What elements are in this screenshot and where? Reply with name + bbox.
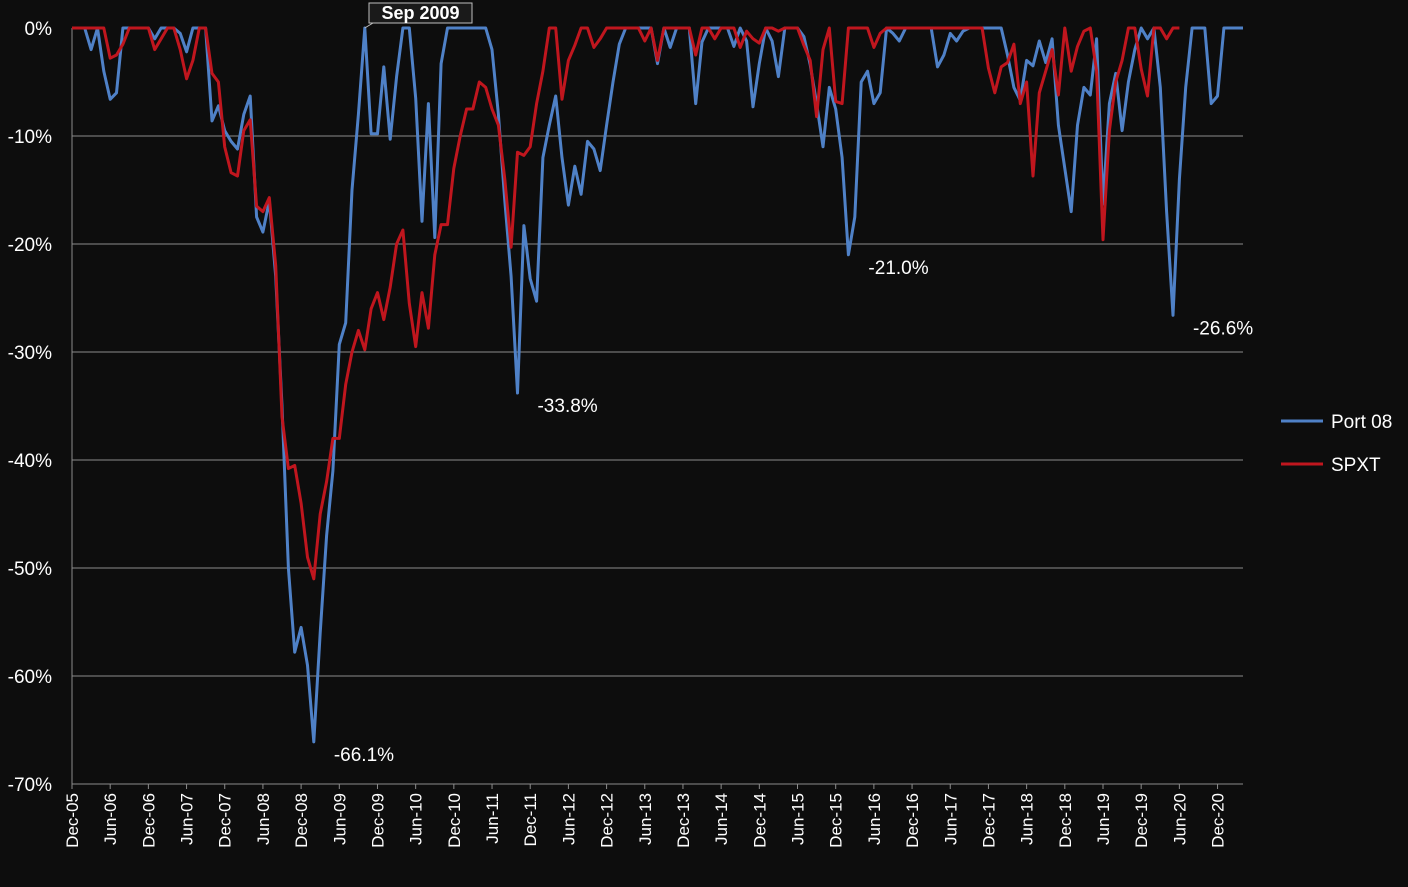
data-label: -66.1%: [334, 745, 394, 766]
x-tick-label: Dec-17: [979, 793, 998, 848]
x-tick-label: Jun-20: [1170, 793, 1189, 845]
x-tick-label: Dec-09: [368, 793, 387, 848]
y-axis: 0% -10% -20% -30% -40% -50% -60% -70%: [8, 19, 1243, 796]
x-tick-label: Jun-09: [330, 793, 349, 845]
x-tick-label: Dec-08: [292, 793, 311, 848]
data-label: -26.6%: [1193, 318, 1253, 339]
x-tick-label: Jun-10: [407, 793, 426, 845]
x-tick-label: Dec-15: [827, 793, 846, 848]
x-tick-label: Dec-13: [674, 793, 693, 848]
x-tick-label: Dec-19: [1132, 793, 1151, 848]
x-tick-label: Dec-06: [139, 793, 158, 848]
callout-leader: [364, 22, 374, 29]
x-tick-label: Jun-08: [254, 793, 273, 845]
y-tick-label: 0%: [25, 19, 53, 40]
x-tick-label: Dec-18: [1056, 793, 1075, 848]
x-tick-label: Jun-19: [1094, 793, 1113, 845]
x-tick-label: Jun-07: [178, 793, 197, 845]
x-tick-label: Jun-12: [559, 793, 578, 845]
legend-label: Port 08: [1331, 412, 1392, 433]
x-tick-label: Jun-11: [483, 793, 502, 844]
x-tick-label: Jun-17: [941, 793, 960, 845]
series-line-spxt: [72, 26, 1180, 581]
y-tick-label: -40%: [8, 451, 52, 472]
x-tick-label: Dec-05: [63, 793, 82, 848]
x-axis: Dec-05 Jun-06 Dec-06 Jun-07 Dec-07 Jun-08 Dec-…: [63, 784, 1228, 848]
x-tick-label: Jun-18: [1018, 793, 1037, 845]
data-label: -21.0%: [868, 258, 928, 279]
callout: Sep 2009: [364, 2, 473, 29]
y-tick-label: -10%: [8, 127, 52, 148]
x-tick-label: Dec-11: [521, 793, 540, 847]
x-tick-label: Dec-20: [1209, 793, 1228, 848]
y-tick-label: -70%: [8, 775, 52, 796]
x-tick-label: Jun-16: [865, 793, 884, 845]
legend-label: SPXT: [1331, 455, 1381, 476]
x-tick-label: Dec-12: [598, 793, 617, 848]
callout-box: [368, 2, 473, 24]
x-tick-label: Jun-15: [789, 793, 808, 845]
y-tick-label: -50%: [8, 559, 52, 580]
x-tick-label: Dec-07: [216, 793, 235, 848]
x-tick-label: Jun-06: [101, 793, 120, 845]
legend: Port 08 SPXT: [1281, 412, 1392, 476]
y-tick-label: -30%: [8, 343, 52, 364]
x-tick-label: Jun-14: [712, 793, 731, 845]
x-tick-label: Dec-14: [750, 793, 769, 848]
series-layer: [72, 26, 1243, 744]
y-tick-label: -20%: [8, 235, 52, 256]
x-tick-label: Jun-13: [636, 793, 655, 845]
callout-label: Sep 2009: [381, 3, 459, 23]
x-tick-label: Dec-16: [903, 793, 922, 848]
data-label: -33.8%: [537, 396, 597, 417]
y-tick-label: -60%: [8, 667, 52, 688]
x-tick-label: Dec-10: [445, 793, 464, 848]
annotations: -66.1% -33.8% -21.0% -26.6%: [334, 258, 1253, 766]
